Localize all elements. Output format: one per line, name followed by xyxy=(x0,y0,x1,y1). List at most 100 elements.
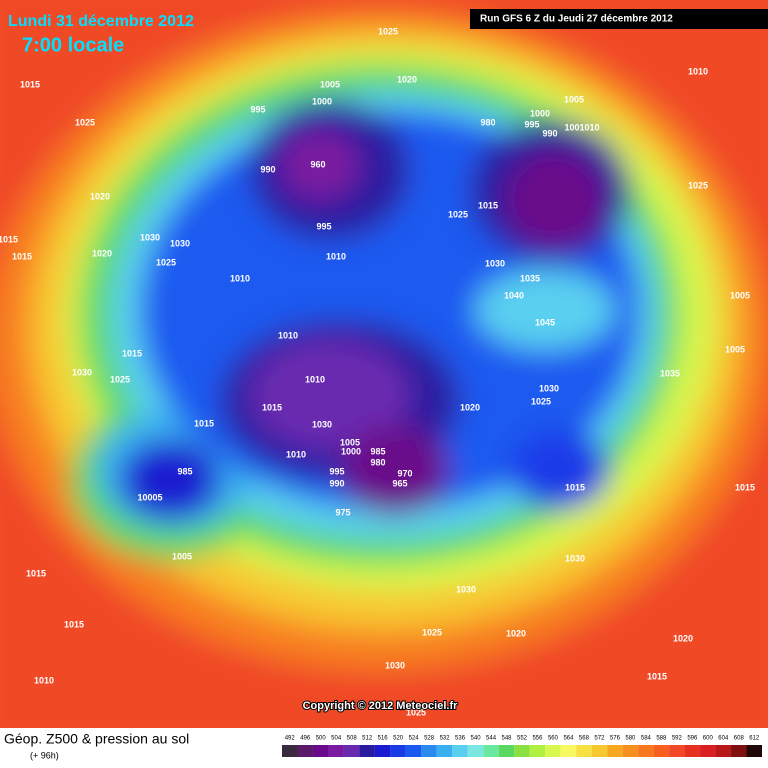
isobar-label: 1030 xyxy=(385,660,405,670)
scale-label: 612 xyxy=(749,736,760,742)
isobar-label: 1030 xyxy=(539,383,559,393)
isobar-label: 1025 xyxy=(75,117,95,127)
isobar-label: 970 xyxy=(397,468,412,478)
scale-swatch xyxy=(374,745,391,757)
scale-swatch xyxy=(607,745,623,757)
scale-swatch xyxy=(452,745,468,757)
isobar-label: 1030 xyxy=(170,238,190,248)
isobar-label: 10005 xyxy=(137,492,162,502)
isobar-label: 990 xyxy=(542,128,557,138)
scale-label: 500 xyxy=(316,736,327,742)
scale-label: 520 xyxy=(393,736,404,742)
isobar-label: 1010 xyxy=(688,66,708,76)
scale-swatch xyxy=(591,745,608,757)
isobar-label: 1015 xyxy=(565,482,585,492)
scale-swatch xyxy=(483,745,499,757)
isobar-labels: 1025101010151025100510001020995100510009… xyxy=(0,26,755,717)
scale-label: 536 xyxy=(455,736,466,742)
scale-label: 576 xyxy=(610,736,621,742)
isobar-label: 1025 xyxy=(531,396,551,406)
isobar-label: 1040 xyxy=(504,290,524,300)
footer-title: Géop. Z500 & pression au sol xyxy=(4,731,189,747)
scale-label: 564 xyxy=(563,736,574,742)
scale-swatch xyxy=(622,745,639,757)
isobar-label: 1015 xyxy=(20,79,40,89)
isobar-label: 1015 xyxy=(647,671,667,681)
scale-swatch xyxy=(746,745,762,757)
isobar-label: 1015 xyxy=(735,482,755,492)
isobar-label: 1005 xyxy=(172,551,192,561)
scale-label: 492 xyxy=(285,736,296,742)
isobar-label: 990 xyxy=(329,478,344,488)
isobar-label: 985 xyxy=(177,466,192,476)
isobar-label: 1001010 xyxy=(564,122,599,132)
isobar-label: 1010 xyxy=(34,675,54,685)
isobar-label: 1025 xyxy=(378,26,398,36)
scale-label: 556 xyxy=(532,736,543,742)
scale-swatch xyxy=(436,745,453,757)
isobar-label: 1025 xyxy=(156,257,176,267)
isobar-label: 1030 xyxy=(72,367,92,377)
scale-label: 528 xyxy=(424,736,435,742)
isobar-label: 1045 xyxy=(535,317,555,327)
isobar-label: 1030 xyxy=(485,258,505,268)
scale-label: 580 xyxy=(625,736,636,742)
isobar-label: 1000 xyxy=(530,108,550,118)
scale-swatch xyxy=(343,745,360,757)
isobar-label: 1005 xyxy=(564,94,584,104)
scale-swatch xyxy=(282,745,298,757)
scale-label: 532 xyxy=(440,736,451,742)
isobar-label: 975 xyxy=(335,507,350,517)
isobar-label: 1035 xyxy=(660,368,680,378)
scale-label: 544 xyxy=(486,736,497,742)
scale-swatch xyxy=(715,745,732,757)
isobar-label: 995 xyxy=(250,104,265,114)
isobar-label: 980 xyxy=(370,457,385,467)
isobar-label: 1030 xyxy=(140,232,160,242)
scale-swatch xyxy=(653,745,670,757)
scale-label: 592 xyxy=(672,736,683,742)
scale-label: 548 xyxy=(502,736,513,742)
scale-label: 524 xyxy=(409,736,420,742)
date: Lundi 31 décembre 2012 xyxy=(8,13,194,30)
scale-swatch xyxy=(297,745,313,757)
isobar-label: 1020 xyxy=(92,248,112,258)
copyright: Copyright © 2012 Meteociel.fr xyxy=(303,700,459,712)
isobar-label: 980 xyxy=(480,117,495,127)
isobar-label: 1010 xyxy=(286,449,306,459)
isobar-label: 965 xyxy=(392,478,407,488)
scale-swatch xyxy=(731,745,747,757)
scale-swatch xyxy=(421,745,437,757)
isobar-label: 1025 xyxy=(422,627,442,637)
scale-swatch xyxy=(560,745,577,757)
scale-swatch xyxy=(390,745,406,757)
time: 7:00 locale xyxy=(22,34,124,56)
scale-label: 588 xyxy=(656,736,667,742)
scale-label: 552 xyxy=(517,736,528,742)
isobar-label: 1015 xyxy=(26,568,46,578)
isobar-label: 1025 xyxy=(688,180,708,190)
isobar-label: 1025 xyxy=(406,707,426,717)
isobar-label: 1020 xyxy=(460,402,480,412)
scale-label: 512 xyxy=(362,736,373,742)
scale-label: 560 xyxy=(548,736,559,742)
isobar-label: 995 xyxy=(329,466,344,476)
isobar-label: 1020 xyxy=(397,74,417,84)
isobar-label: 1010 xyxy=(278,330,298,340)
isobar-label: 1020 xyxy=(90,191,110,201)
isobar-label: 1010 xyxy=(326,251,346,261)
scale-swatch xyxy=(467,745,484,757)
scale-swatch xyxy=(359,745,375,757)
scale-swatch xyxy=(405,745,422,757)
run-box xyxy=(470,9,768,29)
scale-swatch xyxy=(545,745,561,757)
isobar-label: 1005 xyxy=(340,437,360,447)
scale-swatch xyxy=(576,745,592,757)
isobar-label: 1030 xyxy=(456,584,476,594)
isobar-label: 995 xyxy=(316,221,331,231)
scale-swatch xyxy=(700,745,716,757)
scale-label: 572 xyxy=(594,736,605,742)
scale-swatch xyxy=(498,745,515,757)
